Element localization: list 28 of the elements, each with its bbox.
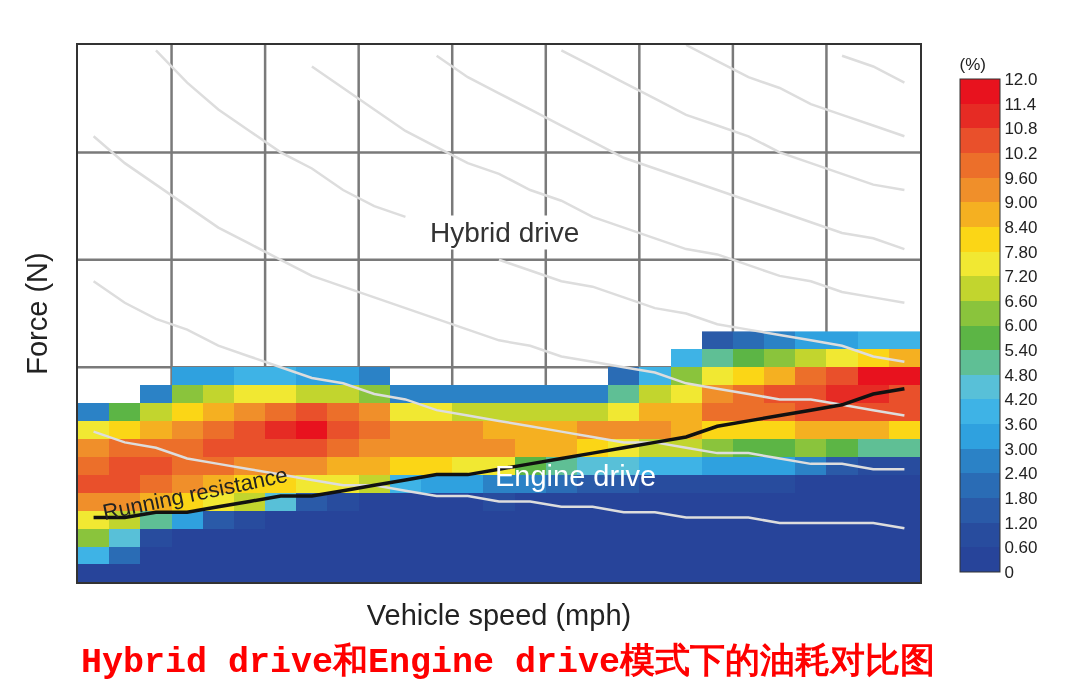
color-bar-label: 12.0	[1004, 69, 1038, 89]
color-bar-label: 10.8	[1004, 119, 1038, 139]
y-axis-title: Force (N)	[21, 252, 54, 375]
text: Running resistance	[100, 461, 290, 525]
color-bar-title: (%)	[959, 55, 986, 75]
color-bar-label: 9.60	[1004, 168, 1038, 188]
annotation: Engine drive	[495, 460, 657, 492]
color-bar-label: 11.4	[1004, 94, 1037, 114]
color-bar-label: 9.00	[1004, 193, 1038, 213]
color-bar-label: 0.60	[1004, 538, 1038, 558]
color-bar-label: 2.40	[1004, 464, 1038, 484]
color-bar-label: 4.80	[1004, 365, 1038, 385]
color-bar-label: 5.40	[1004, 341, 1038, 361]
color-bar-label: 3.00	[1004, 439, 1038, 459]
text: Hybrid drive和Engine drive模式下的油耗对比图	[81, 642, 936, 684]
color-bar-label: 1.20	[1004, 513, 1038, 533]
color-bar-label: 7.80	[1004, 242, 1038, 262]
color-bar-label: 7.20	[1004, 267, 1038, 287]
color-bar-label: 6.60	[1004, 291, 1038, 311]
color-bar-label: 6.00	[1004, 316, 1038, 336]
color-bar-label: 0	[1004, 562, 1014, 582]
x-axis-title: Vehicle speed (mph)	[366, 598, 632, 631]
color-bar-label: 10.2	[1004, 143, 1038, 163]
annotation: Hybrid drive	[430, 217, 580, 248]
color-bar-label: 1.80	[1004, 489, 1038, 508]
color-bar-label: 4.20	[1004, 390, 1038, 410]
color-bar-label: 3.60	[1004, 415, 1038, 435]
color-bar-label: 8.40	[1004, 217, 1038, 237]
